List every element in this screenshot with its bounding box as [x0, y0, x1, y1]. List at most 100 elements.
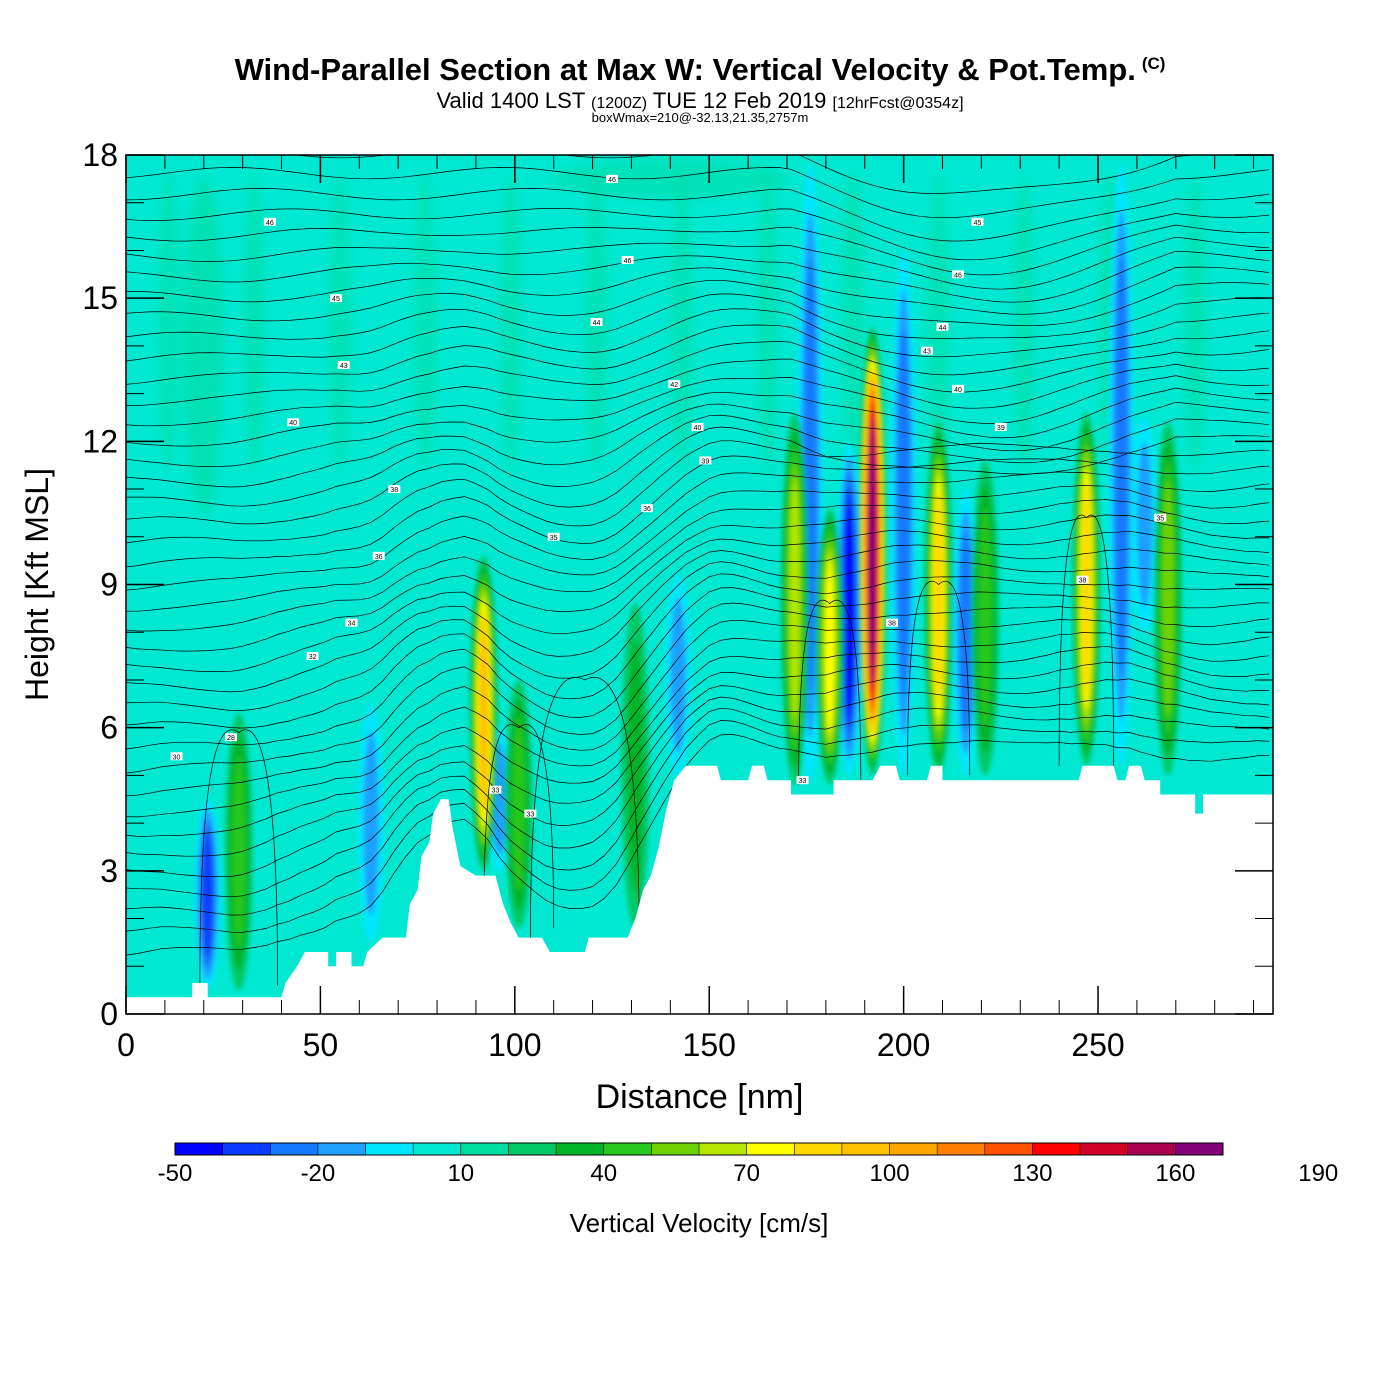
theta-contour-line — [126, 573, 1270, 729]
x-tick-label: 250 — [1071, 1027, 1124, 1063]
theta-label-text: 35 — [550, 535, 558, 542]
theta-label-text: 44 — [939, 325, 947, 332]
theta-label-text: 38 — [888, 621, 896, 628]
colorbar-tick-label: 160 — [1155, 1160, 1195, 1187]
theta-label-bg — [524, 809, 537, 818]
theta-contour-line — [126, 720, 1270, 933]
theta-label-text: 33 — [799, 778, 807, 785]
theta-contour-line — [126, 236, 1270, 290]
colorbar-swatch — [270, 1143, 319, 1155]
theta-label-bg — [337, 360, 350, 369]
theta-label-bg — [263, 217, 276, 226]
theta-label-text: 45 — [332, 296, 340, 303]
colorbar-swatch — [365, 1143, 414, 1155]
colorbar-label: Vertical Velocity [cm/s] — [570, 1208, 829, 1238]
field-streak — [183, 175, 224, 516]
field-streak — [671, 172, 694, 473]
field-streak — [756, 172, 779, 473]
theta-contour-line — [126, 691, 1270, 898]
theta-label-bg — [796, 776, 809, 785]
y-tick-label: 3 — [100, 853, 118, 889]
colorbar-swatch — [1032, 1143, 1081, 1155]
updraft-cell — [869, 421, 876, 682]
downdraft-cell — [202, 831, 213, 958]
theta-label: 33 — [524, 809, 537, 819]
theta-contour-line — [126, 645, 1270, 837]
box-wmax-info: boxWmax=210@-32.13,21.35,2757m — [591, 110, 809, 125]
colorbar-swatch — [603, 1143, 652, 1155]
updraft-cell — [825, 560, 835, 734]
colorbar-tick-label: -50 — [158, 1160, 193, 1187]
theta-contour-line — [126, 375, 1270, 447]
theta-label-bg — [306, 652, 319, 661]
theta-label-text: 38 — [1079, 578, 1087, 585]
theta-contour-line — [293, 155, 1195, 194]
theta-label-text: 44 — [593, 320, 601, 327]
theta-label: 45 — [971, 217, 984, 227]
theta-label-bg — [621, 255, 634, 264]
theta-label: 42 — [668, 380, 681, 389]
theta-label-text: 36 — [643, 506, 651, 513]
theta-label-text: 40 — [694, 425, 702, 432]
theta-label-bg — [489, 785, 502, 794]
theta-label: 43 — [337, 360, 350, 370]
colorbar-tick-label: 70 — [733, 1160, 760, 1187]
theta-label-bg — [329, 294, 342, 303]
theta-label-bg — [388, 485, 401, 494]
theta-label-text: 46 — [266, 220, 274, 227]
theta-label: 33 — [796, 776, 809, 785]
field-streak — [1184, 172, 1207, 473]
theta-contour-line — [126, 324, 1270, 385]
theta-contour-line — [126, 602, 1270, 774]
theta-label: 32 — [306, 652, 319, 661]
colorbar: -50 -20 10 40 70 100 130 160 190 Vertical Velocit… — [158, 1142, 1338, 1238]
theta-label: 43 — [920, 346, 933, 356]
y-tick-label: 9 — [100, 567, 118, 603]
theta-contour-line — [126, 529, 1270, 672]
theta-label: 46 — [952, 270, 965, 279]
y-tick-label: 12 — [82, 423, 118, 459]
theta-label: 38 — [1076, 575, 1089, 585]
copyright-mark: (C) — [1141, 53, 1166, 73]
theta-label-text: 28 — [227, 735, 235, 742]
theta-label: 46 — [606, 174, 619, 184]
colorbar-swatch — [1080, 1143, 1129, 1155]
field-streak — [927, 172, 950, 473]
colorbar-swatch — [889, 1143, 938, 1155]
theta-label-text: 46 — [954, 272, 962, 279]
theta-label-bg — [885, 618, 898, 627]
theta-contour-line — [1058, 514, 1114, 766]
colorbar-tick-label: 190 — [1298, 1160, 1338, 1187]
field-streak — [414, 172, 437, 473]
theta-contour-line — [126, 661, 1270, 857]
theta-label-bg — [971, 217, 984, 226]
theta-label-text: 30 — [173, 754, 181, 761]
theta-contour-line — [126, 341, 1270, 406]
theta-label: 40 — [691, 423, 704, 432]
forecast-info: [12hrFcst@0354z] — [832, 95, 964, 112]
theta-label-bg — [699, 456, 712, 465]
theta-label-text: 33 — [526, 812, 534, 819]
field-streak — [243, 172, 266, 473]
theta-label: 36 — [641, 504, 654, 513]
theta-label: 35 — [547, 532, 560, 542]
theta-contour-line — [126, 485, 1270, 612]
theta-contour-line — [126, 167, 1270, 219]
chart-title: Wind-Parallel Section at Max W: Vertical… — [0, 52, 1400, 88]
theta-contour-line — [126, 514, 1270, 652]
theta-label: 34 — [345, 618, 358, 628]
colorbar-tick-label: 100 — [870, 1160, 910, 1187]
theta-label-text: 40 — [289, 420, 297, 427]
colorbar-swatch — [508, 1143, 557, 1155]
theta-label: 40 — [287, 418, 300, 427]
theta-label-bg — [345, 618, 358, 627]
colorbar-swatch — [175, 1143, 224, 1155]
theta-label-bg — [224, 733, 237, 742]
colorbar-swatch — [460, 1143, 509, 1155]
theta-label: 33 — [489, 785, 502, 795]
theta-contour-line — [126, 559, 1270, 711]
colorbar-swatch — [1127, 1143, 1176, 1155]
colorbar-swatch — [222, 1143, 271, 1155]
y-tick-label: 6 — [100, 710, 118, 746]
theta-label-bg — [1076, 575, 1089, 584]
